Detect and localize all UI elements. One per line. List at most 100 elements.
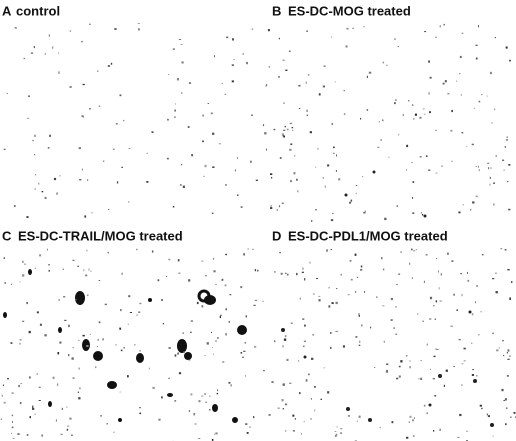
speck <box>174 116 176 118</box>
speck <box>304 325 306 327</box>
speck <box>207 342 209 344</box>
speck <box>292 415 294 417</box>
speck <box>472 144 474 146</box>
speck <box>397 205 398 207</box>
speck <box>506 408 508 409</box>
speck <box>298 85 300 87</box>
speck <box>32 406 33 408</box>
speck <box>29 331 31 333</box>
speck <box>369 72 371 74</box>
speck <box>340 428 342 429</box>
speck <box>505 146 506 148</box>
speck <box>436 300 437 302</box>
speck <box>478 25 479 27</box>
speck <box>63 296 65 297</box>
speck <box>359 315 360 317</box>
speck <box>237 194 239 196</box>
speck <box>282 345 283 347</box>
speck <box>48 147 50 149</box>
speck <box>77 266 79 267</box>
speck <box>395 306 396 307</box>
speck <box>471 343 472 344</box>
speck <box>58 53 59 54</box>
speck <box>340 433 342 434</box>
speck <box>211 332 212 333</box>
speck <box>11 433 12 434</box>
speck <box>409 421 410 422</box>
speck <box>376 296 377 298</box>
speck <box>377 147 379 148</box>
speck <box>158 279 160 281</box>
speck <box>66 407 67 408</box>
speck <box>509 356 511 357</box>
speck <box>37 311 39 313</box>
speck <box>442 166 443 167</box>
speck <box>202 305 204 307</box>
speck <box>32 140 34 141</box>
speck <box>304 421 305 422</box>
panel-d: D ES-DC-PDL1/MOG treated <box>272 228 448 243</box>
stain-blob <box>58 327 62 333</box>
speck <box>62 408 63 410</box>
speck <box>201 261 203 262</box>
speck <box>63 269 64 270</box>
speck <box>338 178 340 180</box>
speck <box>212 213 214 214</box>
speck <box>444 385 445 387</box>
speck <box>34 154 35 155</box>
speck <box>101 415 102 417</box>
speck <box>47 249 48 251</box>
speck <box>158 419 160 421</box>
speck <box>302 318 304 320</box>
speck <box>179 39 181 40</box>
speck <box>199 400 201 402</box>
speck <box>208 103 210 104</box>
panel-letter: B <box>272 3 281 18</box>
speck <box>234 59 235 60</box>
speck <box>287 129 289 131</box>
stain-blob <box>48 401 52 407</box>
speck <box>138 23 140 24</box>
speck <box>331 249 333 250</box>
speck <box>49 270 50 272</box>
speck <box>360 269 362 271</box>
speck <box>311 398 312 399</box>
speck <box>503 355 504 356</box>
speck <box>408 100 409 102</box>
stain-blob <box>107 381 117 389</box>
speck <box>474 108 475 109</box>
panel-letter: D <box>272 228 281 243</box>
speck <box>476 196 478 198</box>
speck <box>35 189 36 190</box>
speck <box>381 139 382 141</box>
speck <box>283 408 284 409</box>
speck <box>205 165 207 167</box>
speck <box>472 201 474 203</box>
speck <box>463 204 464 205</box>
speck <box>466 146 467 147</box>
speck <box>433 305 435 306</box>
speck <box>169 347 171 348</box>
speck <box>263 370 265 371</box>
speck <box>420 117 422 119</box>
speck <box>20 339 22 340</box>
speck <box>357 421 358 422</box>
speck <box>201 396 203 397</box>
speck <box>14 205 16 207</box>
speck <box>59 342 61 344</box>
speck <box>80 388 81 390</box>
speck <box>424 114 426 115</box>
speck <box>480 405 482 407</box>
speck <box>283 130 285 131</box>
speck <box>103 161 104 162</box>
speck <box>330 347 332 349</box>
speck <box>464 360 466 361</box>
speck <box>111 63 112 65</box>
speck <box>314 386 316 388</box>
speck <box>283 60 285 61</box>
speck <box>282 203 284 204</box>
speck <box>493 204 494 206</box>
speck <box>299 392 300 394</box>
speck <box>113 432 114 433</box>
speck <box>490 177 491 179</box>
